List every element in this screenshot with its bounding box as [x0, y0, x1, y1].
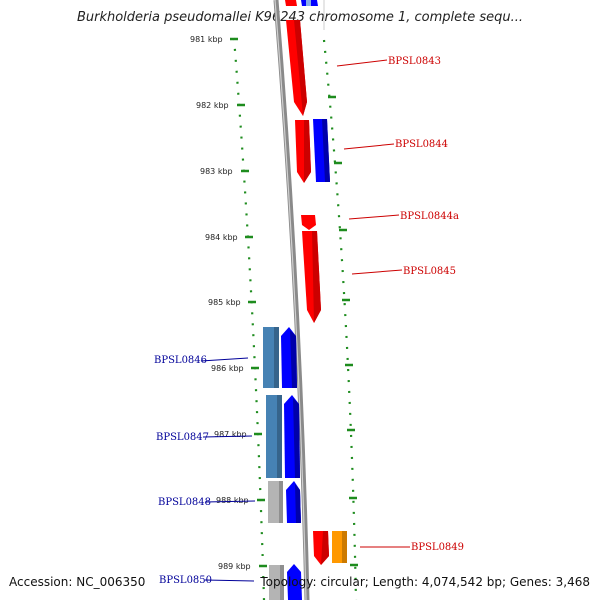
- gene-label-BPSL0844[interactable]: BPSL0844: [395, 139, 448, 150]
- gene-features: [263, 0, 347, 600]
- gene-feature-reverse-0850[interactable]: [287, 564, 302, 600]
- gene-label-BPSL0844a[interactable]: BPSL0844a: [400, 211, 459, 222]
- tick-label-986: 986 kbp: [211, 364, 244, 373]
- gene-BPSL0843-shade: [294, 20, 307, 116]
- tick-labels: 981 kbp 982 kbp 983 kbp 984 kbp 985 kbp …: [190, 35, 251, 571]
- sequence-backbone: [273, 0, 310, 600]
- gene-label-BPSL0848[interactable]: BPSL0848: [158, 497, 211, 508]
- gene-label-BPSL0843[interactable]: BPSL0843: [388, 56, 441, 67]
- gene-feature-top-partial[interactable]: [285, 0, 297, 6]
- tick-label-982: 982 kbp: [196, 101, 229, 110]
- label-leader-lines: [200, 59, 410, 582]
- gene-BPSL0847-shade: [277, 395, 282, 478]
- sequence-summary: Topology: circular; Length: 4,074,542 bp…: [260, 575, 590, 589]
- gene-BPSL0845-shade: [312, 231, 321, 323]
- tick-label-983: 983 kbp: [200, 167, 233, 176]
- gene-feature-reverse-0847-shade: [293, 398, 300, 478]
- accession-info: Accession: NC_006350: [9, 575, 146, 589]
- gene-label-BPSL0850[interactable]: BPSL0850: [159, 575, 212, 586]
- tick-label-989: 989 kbp: [218, 562, 251, 571]
- tick-label-981: 981 kbp: [190, 35, 223, 44]
- tick-label-985: 985 kbp: [208, 298, 241, 307]
- gene-label-BPSL0846[interactable]: BPSL0846: [154, 355, 207, 366]
- gene-BPSL0848-shade: [279, 481, 283, 523]
- gene-BPSL0846-shade: [274, 327, 279, 388]
- gene-BPSL0850-shade: [280, 565, 284, 600]
- gene-BPSL0844-shade: [304, 120, 311, 183]
- gene-feature-reverse-0844-shade: [322, 119, 330, 182]
- tick-marks-right: [328, 95, 358, 567]
- gene-labels: BPSL0843 BPSL0844 BPSL0844a BPSL0845 BPS…: [154, 56, 464, 586]
- tick-label-984: 984 kbp: [205, 233, 238, 242]
- gene-feature-reverse-0846-shade: [290, 330, 297, 388]
- gene-label-BPSL0847[interactable]: BPSL0847: [156, 432, 209, 443]
- gene-feature-orange-shade: [342, 531, 347, 563]
- gene-BPSL0849-shade: [321, 531, 329, 565]
- gene-label-BPSL0845[interactable]: BPSL0845: [403, 266, 456, 277]
- gene-feature-top-partial-light: [306, 0, 311, 6]
- map-title: Burkholderia pseudomallei K96243 chromos…: [76, 10, 524, 25]
- gene-BPSL0844a[interactable]: [301, 215, 316, 230]
- tick-label-988: 988 kbp: [216, 496, 249, 505]
- sequence-backbone-highlight: [274, 0, 307, 600]
- tick-label-987: 987 kbp: [214, 430, 247, 439]
- gene-label-BPSL0849[interactable]: BPSL0849: [411, 542, 464, 553]
- gene-feature-reverse-0848-shade: [295, 484, 301, 523]
- tick-marks-left: [230, 37, 267, 568]
